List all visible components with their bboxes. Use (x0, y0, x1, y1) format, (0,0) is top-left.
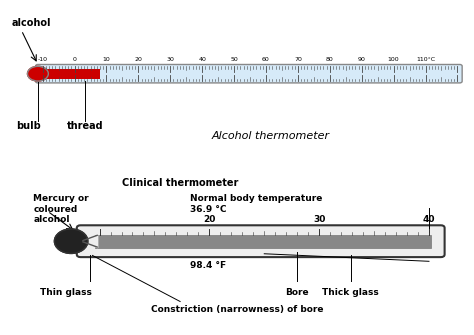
Text: Alcohol thermometer: Alcohol thermometer (211, 131, 329, 141)
Ellipse shape (55, 229, 88, 254)
Text: -10: -10 (37, 57, 48, 62)
Text: 30: 30 (313, 215, 325, 224)
Text: 60: 60 (262, 57, 270, 62)
Text: 20: 20 (203, 215, 216, 224)
Text: 50: 50 (230, 57, 238, 62)
FancyBboxPatch shape (36, 64, 462, 83)
Text: Normal body temperature
36.9 °C: Normal body temperature 36.9 °C (190, 194, 322, 214)
Text: Clinical thermometer: Clinical thermometer (122, 178, 238, 188)
Text: 30: 30 (166, 57, 174, 62)
Text: 98.4 °F: 98.4 °F (190, 261, 226, 270)
Text: bulb: bulb (16, 121, 41, 131)
Text: Mercury or
coloured
alcohol: Mercury or coloured alcohol (33, 194, 89, 224)
FancyBboxPatch shape (77, 225, 445, 257)
Text: 10: 10 (102, 57, 110, 62)
Text: Thick glass: Thick glass (322, 288, 379, 297)
Text: 110°C: 110°C (416, 57, 435, 62)
FancyBboxPatch shape (95, 235, 431, 248)
Text: 90: 90 (358, 57, 365, 62)
Text: 70: 70 (294, 57, 302, 62)
FancyBboxPatch shape (38, 69, 100, 79)
Text: 100: 100 (388, 57, 400, 62)
Circle shape (27, 66, 48, 81)
Text: Constriction (narrowness) of bore: Constriction (narrowness) of bore (151, 305, 323, 314)
Text: 0: 0 (73, 57, 76, 62)
Text: Bore: Bore (285, 288, 309, 297)
Text: thread: thread (67, 121, 104, 131)
Text: 80: 80 (326, 57, 334, 62)
Text: 40: 40 (423, 215, 435, 224)
Text: 20: 20 (135, 57, 142, 62)
Text: Thin glass: Thin glass (40, 288, 92, 297)
Text: 40: 40 (198, 57, 206, 62)
Text: alcohol: alcohol (12, 18, 51, 28)
